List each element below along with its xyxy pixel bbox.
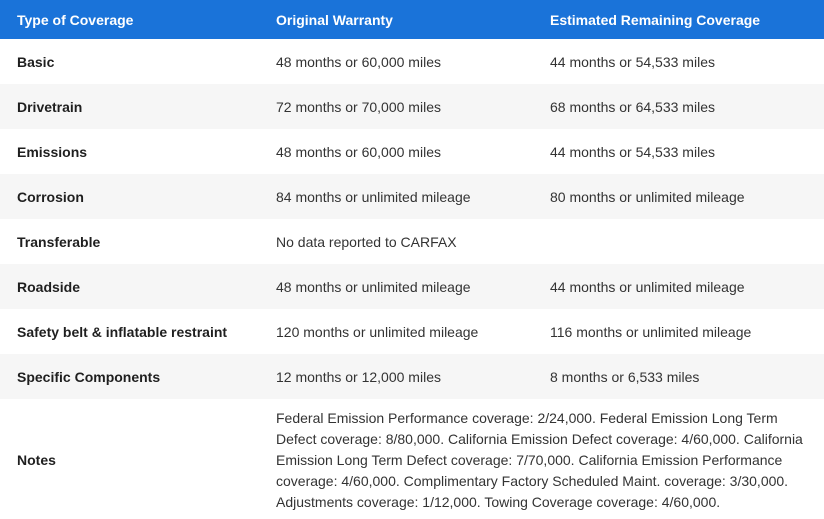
coverage-type-cell: Roadside bbox=[0, 264, 259, 309]
coverage-type-cell: Specific Components bbox=[0, 354, 259, 399]
table-header: Type of Coverage Original Warranty Estim… bbox=[0, 0, 824, 39]
original-warranty-cell: 72 months or 70,000 miles bbox=[259, 84, 533, 129]
table-row-basic: Basic 48 months or 60,000 miles 44 month… bbox=[0, 39, 824, 84]
header-estimated-remaining-coverage: Estimated Remaining Coverage bbox=[533, 0, 824, 39]
original-warranty-cell: 48 months or unlimited mileage bbox=[259, 264, 533, 309]
table-row-safety-belt: Safety belt & inflatable restraint 120 m… bbox=[0, 309, 824, 354]
remaining-coverage-cell: 44 months or unlimited mileage bbox=[533, 264, 824, 309]
table-body: Basic 48 months or 60,000 miles 44 month… bbox=[0, 39, 824, 519]
coverage-type-cell: Basic bbox=[0, 39, 259, 84]
table-row-notes: Notes Federal Emission Performance cover… bbox=[0, 399, 824, 519]
coverage-type-cell: Safety belt & inflatable restraint bbox=[0, 309, 259, 354]
table-row-specific-components: Specific Components 12 months or 12,000 … bbox=[0, 354, 824, 399]
remaining-coverage-cell bbox=[533, 219, 824, 264]
table-row-transferable: Transferable No data reported to CARFAX bbox=[0, 219, 824, 264]
remaining-coverage-cell: 44 months or 54,533 miles bbox=[533, 129, 824, 174]
original-warranty-cell: No data reported to CARFAX bbox=[259, 219, 533, 264]
coverage-type-cell: Drivetrain bbox=[0, 84, 259, 129]
coverage-type-cell: Emissions bbox=[0, 129, 259, 174]
table-row-drivetrain: Drivetrain 72 months or 70,000 miles 68 … bbox=[0, 84, 824, 129]
original-warranty-cell: 120 months or unlimited mileage bbox=[259, 309, 533, 354]
table-row-roadside: Roadside 48 months or unlimited mileage … bbox=[0, 264, 824, 309]
remaining-coverage-cell: 8 months or 6,533 miles bbox=[533, 354, 824, 399]
coverage-type-cell: Transferable bbox=[0, 219, 259, 264]
table-row-corrosion: Corrosion 84 months or unlimited mileage… bbox=[0, 174, 824, 219]
header-row: Type of Coverage Original Warranty Estim… bbox=[0, 0, 824, 39]
notes-label: Notes bbox=[0, 399, 259, 519]
remaining-coverage-cell: 80 months or unlimited mileage bbox=[533, 174, 824, 219]
header-type-of-coverage: Type of Coverage bbox=[0, 0, 259, 39]
original-warranty-cell: 48 months or 60,000 miles bbox=[259, 129, 533, 174]
remaining-coverage-cell: 44 months or 54,533 miles bbox=[533, 39, 824, 84]
remaining-coverage-cell: 116 months or unlimited mileage bbox=[533, 309, 824, 354]
notes-text: Federal Emission Performance coverage: 2… bbox=[259, 399, 824, 519]
original-warranty-cell: 12 months or 12,000 miles bbox=[259, 354, 533, 399]
original-warranty-cell: 48 months or 60,000 miles bbox=[259, 39, 533, 84]
remaining-coverage-cell: 68 months or 64,533 miles bbox=[533, 84, 824, 129]
coverage-type-cell: Corrosion bbox=[0, 174, 259, 219]
header-original-warranty: Original Warranty bbox=[259, 0, 533, 39]
table-row-emissions: Emissions 48 months or 60,000 miles 44 m… bbox=[0, 129, 824, 174]
original-warranty-cell: 84 months or unlimited mileage bbox=[259, 174, 533, 219]
